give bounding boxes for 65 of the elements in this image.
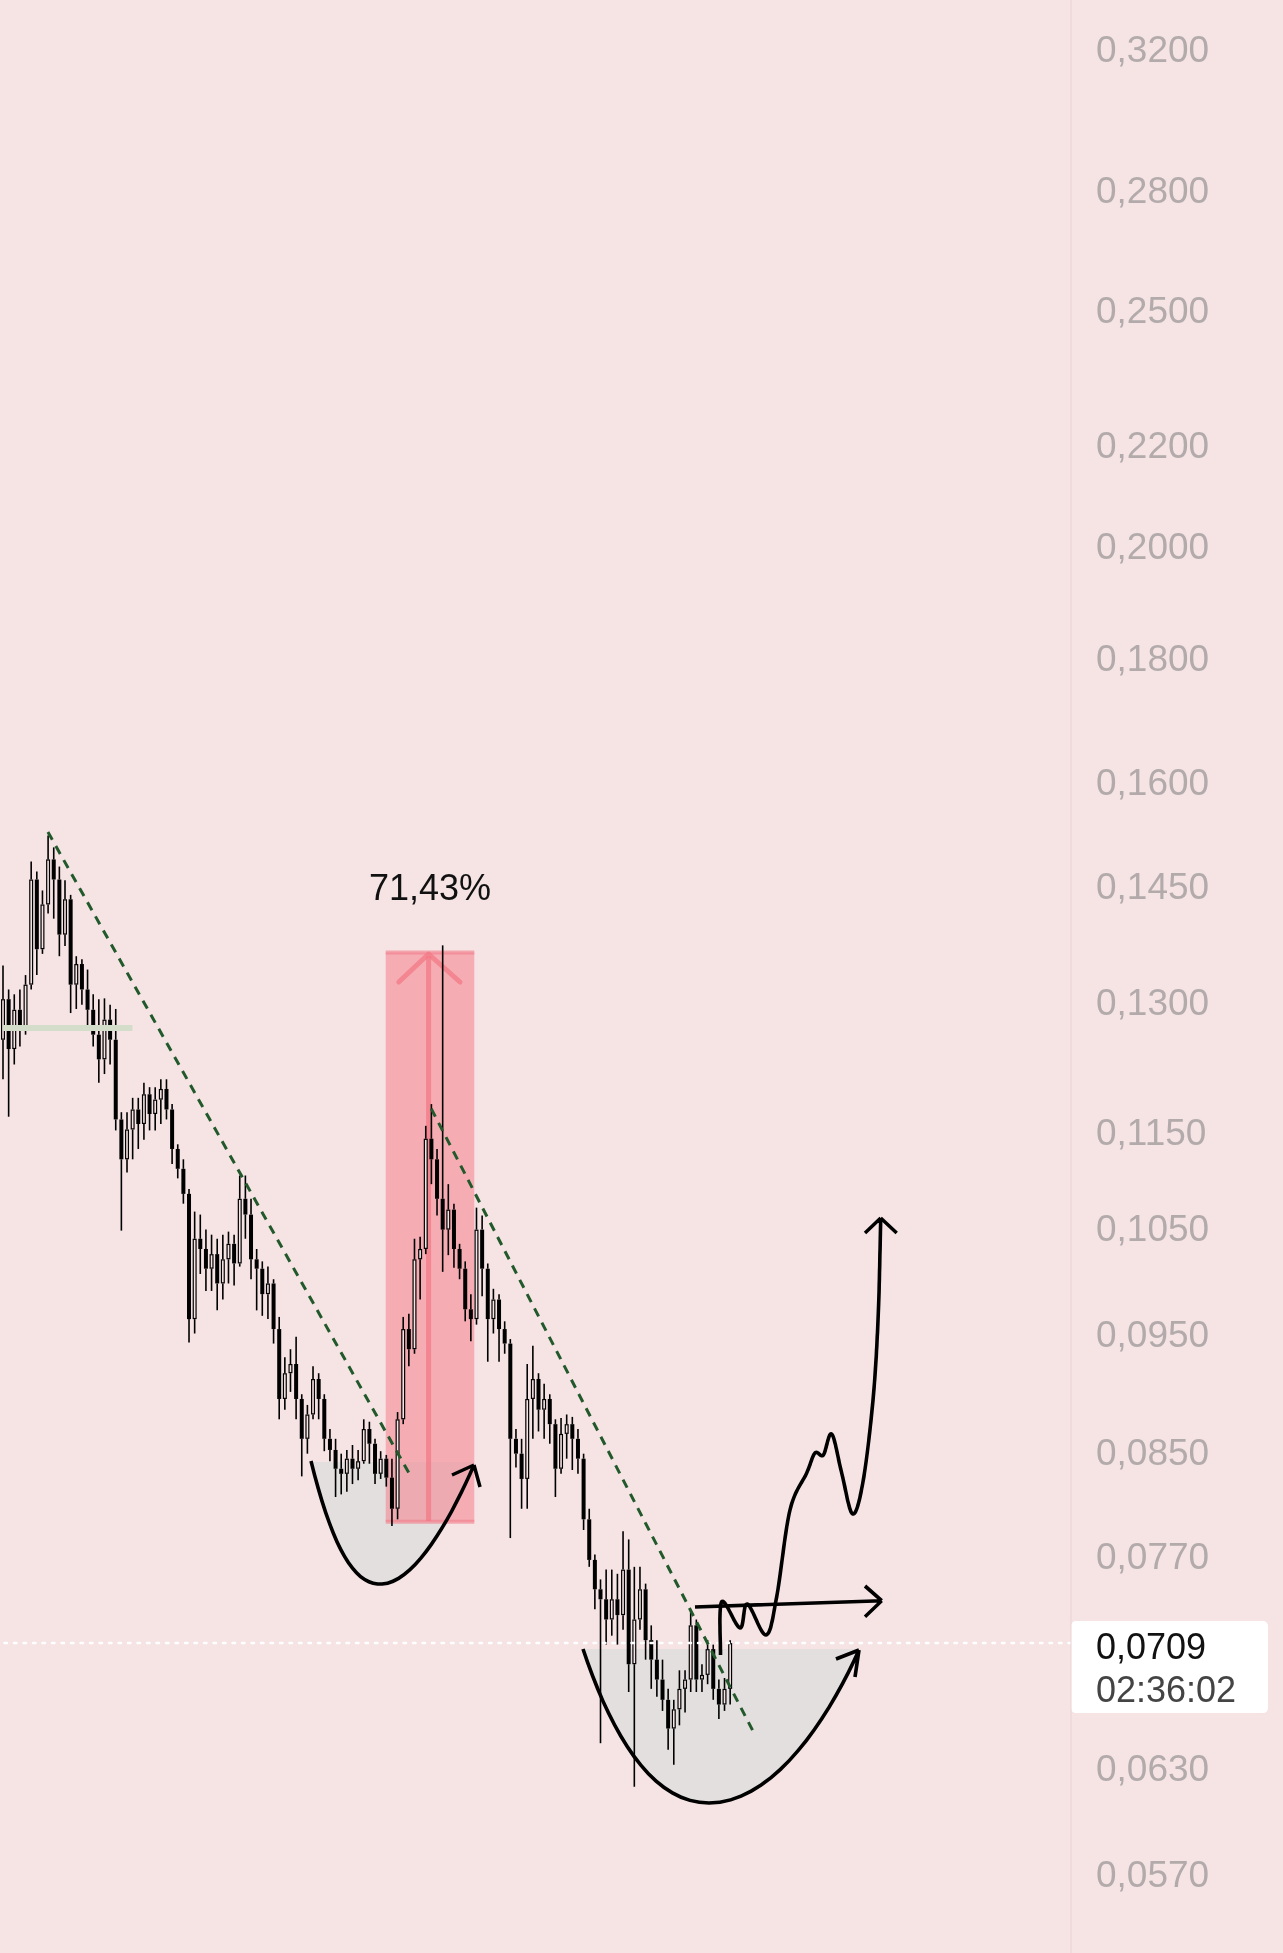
y-tick-label: 0,1600: [1096, 762, 1210, 804]
y-tick-label: 0,1300: [1096, 981, 1210, 1023]
candlestick: [649, 1624, 654, 1690]
y-tick-label: 0,2200: [1096, 425, 1210, 467]
candlestick: [260, 1260, 265, 1317]
candlestick: [671, 1699, 676, 1766]
candlestick: [728, 1639, 733, 1706]
candlestick: [249, 1197, 254, 1281]
candlestick: [175, 1143, 180, 1180]
candlestick: [63, 879, 68, 947]
candlestick: [29, 860, 34, 991]
candlestick: [113, 1008, 118, 1132]
candlestick: [401, 1316, 406, 1425]
y-tick-label: 0,0630: [1096, 1748, 1210, 1790]
candlestick: [497, 1293, 502, 1363]
candlestick: [587, 1507, 592, 1568]
candlestick: [547, 1393, 552, 1445]
candlestick: [220, 1233, 225, 1301]
y-tick-label: 0,1450: [1096, 866, 1210, 908]
candlestick: [141, 1081, 146, 1141]
candlestick: [277, 1316, 282, 1421]
candlestick: [282, 1356, 287, 1411]
y-tick-label: 0,1150: [1096, 1111, 1207, 1153]
y-tick-label: 0,2000: [1096, 526, 1210, 568]
candlestick: [592, 1553, 597, 1611]
candlestick: [463, 1260, 468, 1323]
candlestick: [373, 1438, 378, 1485]
candlestick: [513, 1428, 518, 1469]
candlestick: [418, 1235, 423, 1301]
candlestick: [339, 1452, 344, 1496]
candlestick: [311, 1365, 316, 1421]
candlestick: [51, 846, 56, 920]
y-tick-label: 0,3200: [1096, 28, 1210, 70]
candlestick: [683, 1669, 688, 1714]
y-tick-label: 0,0770: [1096, 1536, 1210, 1578]
candlestick: [203, 1228, 208, 1292]
y-tick-label: 0,1050: [1096, 1207, 1210, 1249]
y-tick-label: 0,0570: [1096, 1854, 1210, 1896]
candlestick: [451, 1202, 456, 1269]
text: 02:36:02: [1096, 1669, 1237, 1711]
annotation: 71,43%: [368, 866, 492, 908]
candlestick: [125, 1111, 130, 1174]
candlestick: [389, 1457, 394, 1527]
candlestick: [575, 1428, 580, 1475]
candlestick: [170, 1103, 175, 1165]
candlestick: [356, 1449, 361, 1482]
candlestick: [666, 1688, 671, 1751]
candlestick: [79, 958, 84, 1006]
candlestick: [559, 1417, 564, 1475]
candlestick: [265, 1265, 270, 1320]
candlestick: [621, 1530, 626, 1631]
candlestick: [530, 1345, 535, 1440]
candlestick: [637, 1566, 642, 1631]
candlestick: [327, 1428, 332, 1462]
y-tick-label: 0,0850: [1096, 1431, 1210, 1473]
y-tick-label: 0,2500: [1096, 290, 1210, 331]
candlestick: [187, 1188, 192, 1344]
candlestick: [435, 1148, 440, 1217]
y-tick-label: 0,0950: [1096, 1313, 1210, 1355]
ref-line-label: 0,0709: [1096, 1626, 1207, 1668]
candlestick: [654, 1639, 659, 1698]
y-tick-label: 0,2800: [1096, 170, 1210, 212]
candlestick: [604, 1568, 609, 1646]
y-tick-label: 0,1800: [1096, 637, 1210, 679]
candlestick: [699, 1663, 704, 1693]
